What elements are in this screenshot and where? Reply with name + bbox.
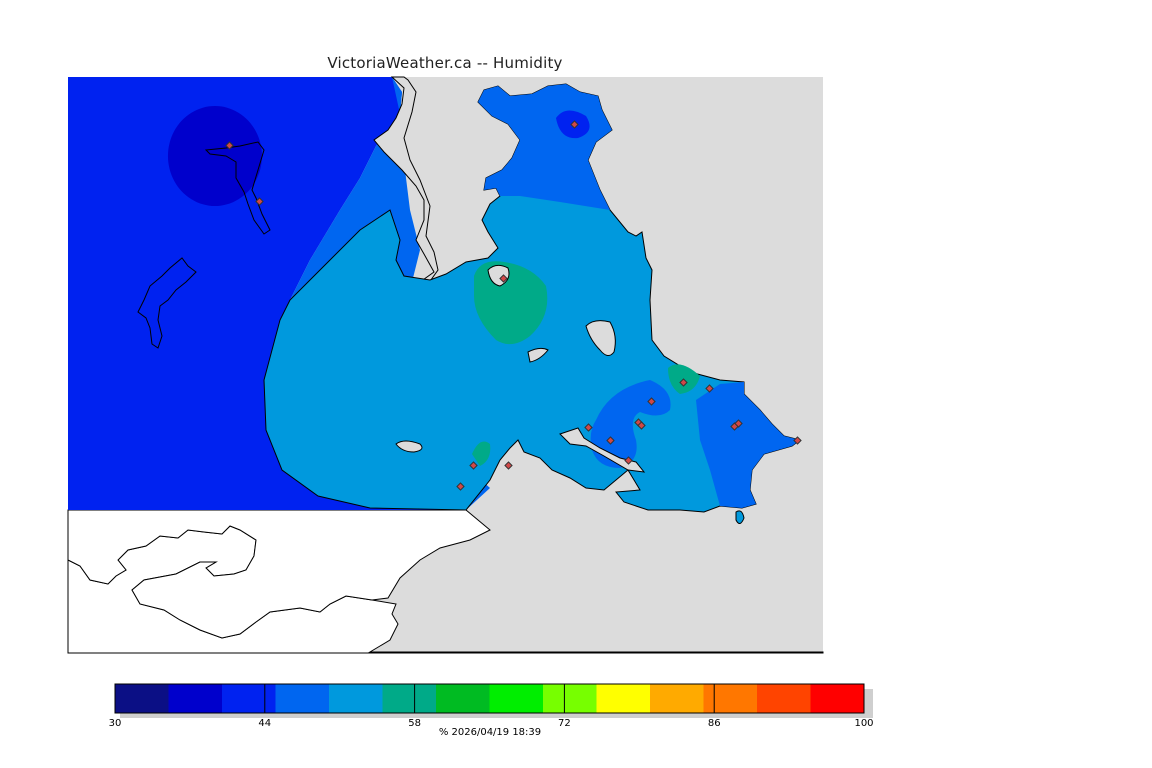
station-marker <box>637 421 646 430</box>
legend-bins <box>115 684 864 713</box>
humidity-region-55-60-c <box>472 441 491 466</box>
legend-bin <box>757 684 811 713</box>
legend-tick-label: 86 <box>708 718 721 729</box>
station-marker <box>469 461 478 470</box>
station-marker <box>679 378 688 387</box>
station-marker <box>255 197 264 206</box>
legend-bin <box>222 684 276 713</box>
inlet-water-b <box>527 347 549 363</box>
legend-bin <box>115 684 169 713</box>
station-marker <box>456 482 465 491</box>
legend-tick-label: 44 <box>258 718 271 729</box>
legend-bin <box>596 684 650 713</box>
harbour-water <box>559 427 646 473</box>
station-marker <box>225 141 234 150</box>
station-marker <box>793 436 802 445</box>
station-marker <box>570 120 579 129</box>
legend-bin <box>168 684 222 713</box>
legend-labels: 30 44 58 72 86 100 <box>109 718 874 729</box>
station-marker <box>734 419 743 428</box>
island-north <box>204 141 271 235</box>
legend-bin <box>275 684 329 713</box>
small-island-b <box>735 510 745 524</box>
small-island-a <box>395 440 423 453</box>
legend-bin <box>810 684 864 713</box>
humidity-region-45-50-east <box>696 382 800 508</box>
legend-bin <box>703 684 757 713</box>
legend-bin <box>382 684 436 713</box>
map-title: VictoriaWeather.ca -- Humidity <box>327 54 563 72</box>
legend-bin <box>543 684 597 713</box>
station-markers <box>225 120 802 491</box>
station-marker <box>624 456 633 465</box>
strait-water-upper <box>67 509 491 639</box>
island-west <box>137 257 197 349</box>
legend-frame <box>114 683 865 714</box>
station-marker <box>504 461 513 470</box>
legend-tick-label: 30 <box>109 718 122 729</box>
legend-caption: % 2026/04/19 18:39 <box>438 727 542 738</box>
legend-bin <box>650 684 704 713</box>
legend-tick-label: 100 <box>854 718 873 729</box>
station-marker <box>606 436 615 445</box>
legend-bin <box>436 684 490 713</box>
legend-ticks <box>264 684 715 713</box>
legend-tick-label: 58 <box>408 718 421 729</box>
station-marker <box>647 397 656 406</box>
legend-bin <box>489 684 543 713</box>
station-marker <box>584 423 593 432</box>
station-marker <box>705 384 714 393</box>
legend-tick-label: 72 <box>558 718 571 729</box>
station-marker <box>499 274 508 283</box>
humidity-region-35-40 <box>167 106 262 206</box>
legend-bin <box>329 684 383 713</box>
humidity-region-40-45 <box>68 77 466 510</box>
inlet-water-a <box>585 320 616 356</box>
